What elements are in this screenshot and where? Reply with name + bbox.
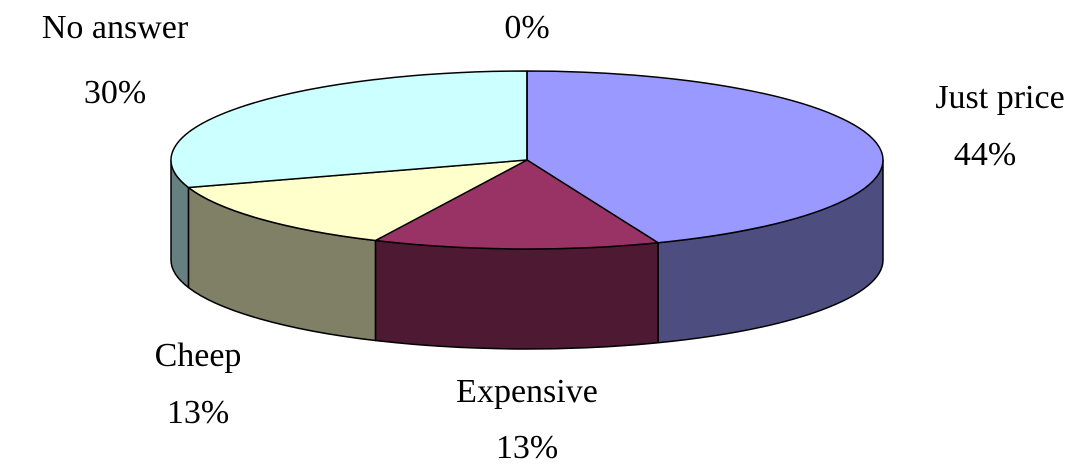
slice-label: Cheep (155, 337, 242, 374)
slice-value-label: 44% (954, 136, 1016, 173)
slice (187, 159, 528, 242)
slice-value-label: 13% (496, 429, 558, 466)
slice-side (374, 239, 659, 350)
slice-label: No answer (42, 9, 189, 46)
slice-label: Expensive (456, 373, 598, 410)
slice (526, 70, 884, 244)
slice-value-label: 0% (504, 9, 549, 46)
slice (170, 70, 528, 189)
slice (374, 159, 659, 250)
slice-value-label: 13% (167, 394, 229, 431)
slice-value-label: 30% (84, 74, 146, 111)
slice-label: Just price (935, 79, 1064, 116)
